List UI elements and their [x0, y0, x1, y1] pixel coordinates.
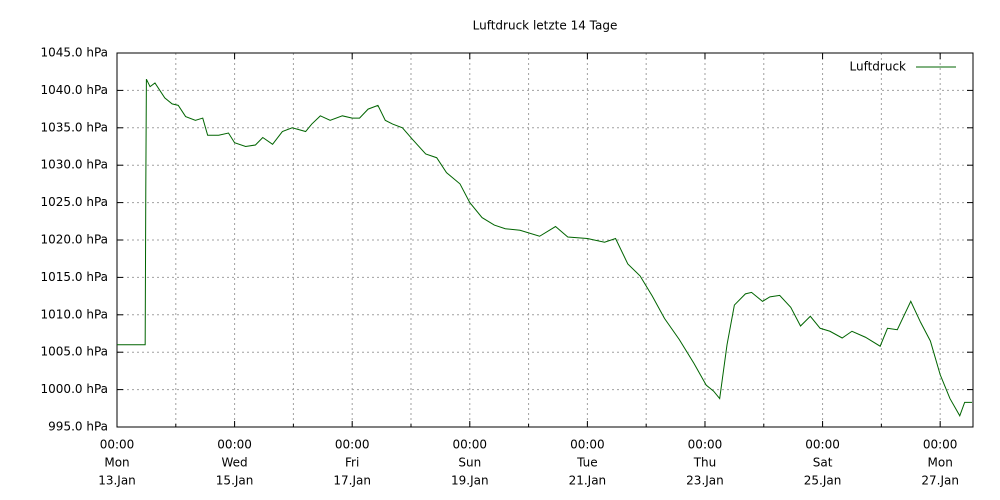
- x-tick-label: 15.Jan: [216, 474, 254, 488]
- x-tick-label: 00:00: [100, 438, 135, 452]
- y-tick-label: 1005.0 hPa: [41, 345, 108, 359]
- x-tick-label: Wed: [222, 456, 248, 470]
- y-tick-label: 1010.0 hPa: [41, 307, 108, 321]
- x-tick-label: 00:00: [452, 438, 487, 452]
- x-tick-label: 00:00: [805, 438, 840, 452]
- x-tick-label: 00:00: [570, 438, 605, 452]
- x-tick-label: Fri: [345, 456, 359, 470]
- x-tick-label: 00:00: [217, 438, 252, 452]
- x-tick-label: 25.Jan: [804, 474, 842, 488]
- x-tick-label: Tue: [576, 456, 598, 470]
- y-tick-label: 1015.0 hPa: [41, 270, 108, 284]
- y-tick-label: 1025.0 hPa: [41, 195, 108, 209]
- x-tick-label: 00:00: [688, 438, 723, 452]
- x-tick-label: 21.Jan: [569, 474, 607, 488]
- x-tick-label: Mon: [104, 456, 129, 470]
- y-tick-label: 1000.0 hPa: [41, 382, 108, 396]
- x-tick-label: 23.Jan: [686, 474, 724, 488]
- x-tick-label: Thu: [693, 456, 717, 470]
- x-tick-label: Sat: [813, 456, 833, 470]
- x-tick-label: 00:00: [923, 438, 958, 452]
- x-tick-label: Mon: [928, 456, 953, 470]
- chart-title: Luftdruck letzte 14 Tage: [473, 19, 618, 33]
- y-tick-label: 1045.0 hPa: [41, 46, 108, 60]
- x-tick-label: 17.Jan: [333, 474, 371, 488]
- y-tick-label: 1020.0 hPa: [41, 233, 108, 247]
- legend-label: Luftdruck: [849, 60, 906, 74]
- data-line: [117, 78, 973, 417]
- y-tick-label: 1035.0 hPa: [41, 120, 108, 134]
- x-tick-label: 27.Jan: [921, 474, 959, 488]
- plot-frame: [116, 52, 974, 428]
- x-tick-label: 13.Jan: [98, 474, 136, 488]
- x-tick-label: Sun: [458, 456, 481, 470]
- x-tick-label: 19.Jan: [451, 474, 489, 488]
- y-tick-label: 995.0 hPa: [48, 420, 108, 434]
- y-tick-label: 1030.0 hPa: [41, 158, 108, 172]
- x-tick-label: 00:00: [335, 438, 370, 452]
- y-tick-label: 1040.0 hPa: [41, 83, 108, 97]
